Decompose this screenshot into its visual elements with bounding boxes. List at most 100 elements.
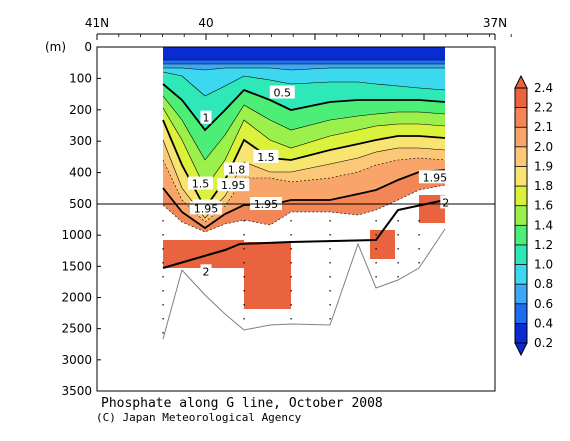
sample-point: [329, 304, 331, 306]
sample-point: [418, 262, 420, 264]
ytick-label: 3000: [61, 353, 92, 367]
sample-point: [397, 276, 399, 278]
sample-point: [290, 318, 292, 320]
colorbar-tick-label: 0.2: [534, 336, 553, 350]
ylabel: (m): [45, 40, 66, 54]
contour-lines: [162, 59, 446, 269]
contour-label-box: [190, 201, 222, 215]
colorbar-tick-label: 1.9: [534, 159, 553, 173]
contour-label-box: [217, 178, 250, 192]
contour-label-box: [440, 195, 452, 209]
contour-label: 1.5: [192, 178, 210, 191]
colorbar: 2.4 2.2 2.1 2.0 1.9 1.8 1.6 1.4 1.2 1.0 0.8 0.6 0.4 0…: [514, 74, 553, 357]
sample-point: [329, 220, 331, 222]
colorbar-tick-label: 2.0: [534, 140, 553, 154]
phosphate-section-field: [163, 47, 445, 391]
chart-title: Phosphate along G line, October 2008: [101, 396, 383, 411]
sample-point: [375, 234, 377, 236]
ytick-label: 3500: [61, 384, 92, 398]
section-deep-patch: [244, 242, 291, 309]
sample-point: [329, 276, 331, 278]
colorbar-tick-label: 2.2: [534, 101, 553, 115]
contour-label: 1.95: [423, 171, 448, 184]
colorbar-top-arrow: [514, 74, 528, 89]
ytick-label: 500: [69, 197, 92, 211]
sample-point: [243, 248, 245, 250]
contour-line: [162, 139, 446, 219]
colorbar-tick-label: 1.8: [534, 179, 553, 193]
ytick-label: 1500: [61, 259, 92, 273]
sample-point: [397, 220, 399, 222]
contour-label: 1.95: [221, 179, 246, 192]
sample-point: [162, 332, 164, 334]
sample-point: [397, 262, 399, 264]
colorbar-segment: [515, 166, 527, 187]
xtick-label-40: 40: [198, 16, 213, 30]
sample-point: [418, 234, 420, 236]
xtick-label-37n: 37N: [483, 16, 507, 30]
section-band: [163, 108, 445, 208]
sample-point: [397, 234, 399, 236]
sample-point: [162, 262, 164, 264]
xtick-label-41n: 41N: [85, 16, 109, 30]
sample-point: [329, 290, 331, 292]
sample-point: [329, 248, 331, 250]
ytick-label: 0: [84, 40, 92, 54]
sample-point: [243, 234, 245, 236]
ytick-label: 400: [69, 166, 92, 180]
colorbar-segment: [515, 244, 527, 266]
section-band: [163, 158, 445, 228]
contour-label: 1.5: [257, 151, 275, 164]
contour-label-box: [269, 85, 295, 99]
colorbar-frame: [514, 87, 528, 344]
sample-points: [162, 220, 420, 334]
sample-point: [397, 248, 399, 250]
contour-label: 1.95: [194, 202, 219, 215]
sample-point: [243, 304, 245, 306]
contour-line: [163, 67, 445, 71]
contour-label-box: [418, 170, 451, 184]
latitude-axis-top: 41N 40 37N: [85, 16, 512, 40]
colorbar-segment: [515, 107, 527, 128]
sample-point: [290, 220, 292, 222]
depth-axis: 0 100 200 300 400 500 1000 1500 2000 2500 3000 3500: [61, 40, 101, 398]
ytick-label: 2500: [61, 322, 92, 336]
sample-point: [162, 220, 164, 222]
sample-point: [375, 262, 377, 264]
colorbar-segment: [515, 323, 527, 344]
sample-point: [418, 248, 420, 250]
colorbar-tick-label: 0.6: [534, 297, 553, 311]
sample-point: [243, 276, 245, 278]
colorbar-segment: [515, 303, 527, 324]
ytick-label: 1000: [61, 228, 92, 242]
section-band: [163, 140, 445, 222]
sample-point: [290, 304, 292, 306]
sample-point: [329, 262, 331, 264]
colorbar-tick-label: 2.1: [534, 120, 553, 134]
sample-point: [329, 318, 331, 320]
colorbar-segment: [515, 127, 527, 148]
section-band: [163, 68, 445, 96]
sample-point: [290, 262, 292, 264]
section-band: [163, 60, 445, 64]
colorbar-segment: [515, 186, 527, 207]
contour-line: [162, 184, 446, 233]
colorbar-tick-label: 0.8: [534, 277, 553, 291]
contour-label-box: [188, 176, 214, 190]
sample-point: [329, 234, 331, 236]
sample-point: [243, 318, 245, 320]
colorbar-tick-label: 0.4: [534, 316, 553, 330]
section-band: [163, 120, 445, 218]
sample-point: [162, 290, 164, 292]
colorbar-segment: [515, 205, 527, 226]
contour-label-box: [200, 110, 212, 124]
sample-point: [162, 276, 164, 278]
sample-point: [290, 234, 292, 236]
section-band: [163, 84, 445, 160]
colorbar-tick-label: 1.4: [534, 218, 553, 232]
sample-point: [243, 262, 245, 264]
contour-line: [162, 169, 446, 230]
section-band: [163, 170, 445, 232]
colorbar-tick-label: 1.0: [534, 258, 553, 272]
section-band: [163, 96, 445, 188]
